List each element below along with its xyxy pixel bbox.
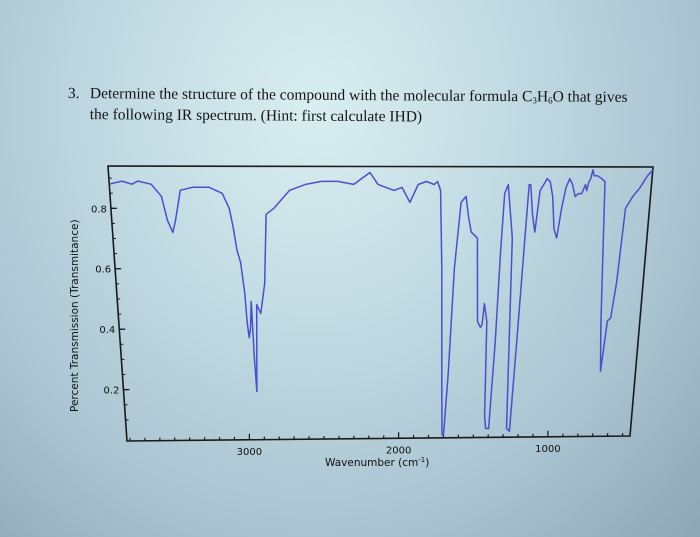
x-axis-title: Wavenumber (cm-1) (325, 456, 429, 469)
spectrum-line (109, 169, 654, 436)
x-axis-ticks: 3000 2000 1000 (129, 430, 624, 458)
y-tick-label: 0.6 (95, 265, 111, 276)
y-tick-label: 0.4 (99, 325, 115, 336)
y-axis-title: Percent Transmission (Transmitance) (69, 219, 81, 412)
x-tick-label: 1000 (535, 444, 560, 455)
x-tick-label: 3000 (237, 447, 262, 458)
y-tick-label: 0.8 (91, 204, 107, 215)
x-tick-label: 2000 (386, 445, 411, 456)
plot-frame (107, 165, 654, 442)
y-axis-ticks: 0.8 0.6 0.4 0.2 (91, 177, 130, 421)
y-tick-label: 0.2 (104, 386, 120, 397)
